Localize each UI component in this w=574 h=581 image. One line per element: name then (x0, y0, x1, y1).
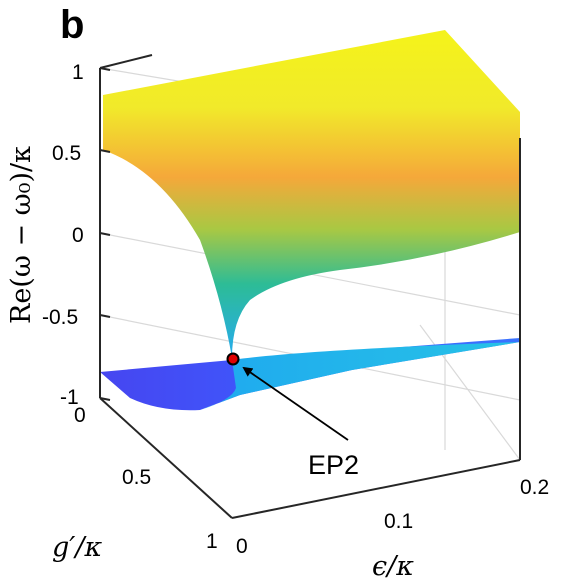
ep2-label: EP2 (308, 450, 359, 480)
axes-frame (99, 54, 521, 519)
y-tick-labels: 0 0.5 1 (74, 404, 218, 553)
z-tick-label: 0.5 (52, 142, 81, 165)
x-tick-label: 0.1 (384, 510, 413, 533)
y-tick-label: 0 (74, 404, 86, 427)
z-tick-label: 1 (72, 61, 84, 84)
x-tick-label: 0.2 (520, 476, 549, 499)
z-tick-label: -1 (60, 386, 79, 409)
x-tick-labels: 0 0.1 0.2 (236, 476, 549, 558)
ep2-marker (226, 352, 240, 366)
z-tick-labels: 1 0.5 0 -0.5 -1 (42, 61, 84, 409)
z-tick-marks (99, 67, 111, 401)
z-axis-label: Re(ω − ω₀)/κ (6, 146, 37, 324)
z-tick-label: 0 (72, 224, 84, 247)
z-tick-label: -0.5 (42, 306, 78, 329)
y-tick-label: 0.5 (122, 466, 151, 489)
x-axis-label: ϵ/κ (372, 551, 414, 581)
upper-branch-surface (103, 30, 520, 358)
y-tick-label: 1 (206, 530, 218, 553)
y-axis-label: g′/κ (52, 532, 103, 563)
ep2-arrow (242, 366, 349, 441)
lower-branch-split-surface (200, 342, 520, 410)
x-tick-label: 0 (236, 535, 248, 558)
panel-label: b (60, 3, 84, 47)
